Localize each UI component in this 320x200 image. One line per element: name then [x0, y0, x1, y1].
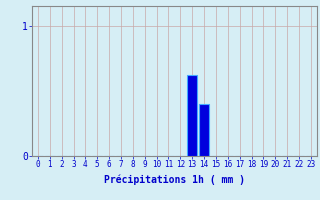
Bar	[187, 75, 197, 156]
X-axis label: Précipitations 1h ( mm ): Précipitations 1h ( mm )	[104, 175, 245, 185]
Bar	[199, 104, 209, 156]
